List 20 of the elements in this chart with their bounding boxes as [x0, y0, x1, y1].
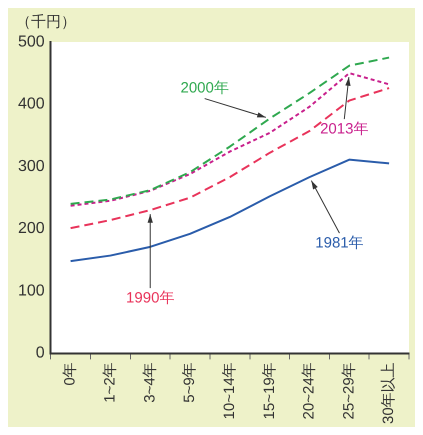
y-tick-label: 0 — [36, 344, 45, 362]
x-tick-label: 1~2年 — [102, 362, 119, 403]
x-tick-label: 5~9年 — [181, 362, 198, 403]
x-tick-label: 20~24年 — [300, 362, 318, 420]
x-tick-label: 10~14年 — [220, 362, 238, 420]
x-tick-label: 15~19年 — [260, 362, 278, 420]
x-tick-label: 3~4年 — [141, 362, 158, 403]
x-tick-label: 0年 — [62, 362, 79, 386]
text: 2000年 — [180, 80, 229, 97]
text: 1990年 — [126, 289, 174, 306]
y-tick-label: 400 — [18, 96, 45, 113]
y-tick-label: 100 — [18, 282, 45, 300]
y-tick-label: 300 — [18, 158, 45, 175]
x-tick-label: 25~29年 — [340, 362, 358, 420]
y-tick-label: 500 — [18, 33, 45, 50]
y-axis-title: （千円） — [16, 14, 76, 31]
series-label: 2013年 — [320, 120, 368, 138]
y-tick-label: 200 — [18, 220, 45, 238]
text: 1981年 — [315, 234, 364, 252]
x-tick-label: 30年以上 — [380, 362, 398, 424]
